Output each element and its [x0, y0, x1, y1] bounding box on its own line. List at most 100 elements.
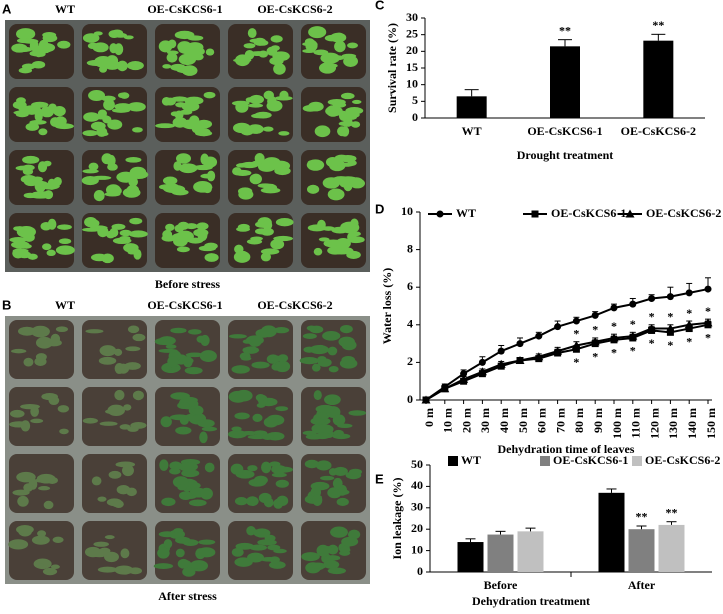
leaf: [200, 487, 213, 500]
marker: [571, 340, 581, 349]
y-tick-label: 8: [407, 241, 413, 255]
y-tick-label: 0: [412, 110, 418, 124]
leaf: [43, 500, 54, 510]
bar: [658, 524, 685, 572]
leaf: [341, 355, 356, 364]
leaf: [16, 471, 36, 483]
leaf: [8, 539, 29, 550]
y-tick-label: 0: [407, 392, 413, 406]
leaf: [205, 48, 215, 56]
leaf: [122, 187, 141, 198]
significance: **: [636, 510, 648, 524]
leaf: [178, 163, 198, 174]
marker: [515, 356, 525, 365]
x-tick-label: 10 m: [441, 408, 455, 433]
leaf: [247, 28, 257, 39]
leaf: [47, 218, 57, 230]
leaf: [235, 163, 248, 168]
leaf: [99, 345, 117, 357]
leaf: [157, 547, 170, 559]
leaf: [177, 558, 190, 569]
leaf: [153, 563, 174, 569]
leaf: [330, 32, 347, 43]
leaf: [99, 421, 118, 426]
leaf: [320, 475, 335, 481]
x-tick-label: 100 m: [610, 408, 624, 439]
legend-swatch: [448, 456, 458, 466]
leaf: [263, 183, 278, 192]
leaf: [260, 227, 274, 236]
leaf: [196, 222, 209, 230]
leaf: [254, 153, 265, 164]
leaf: [82, 33, 100, 43]
leaf: [37, 530, 47, 538]
leaf: [103, 99, 115, 111]
x-tick-label: 150 m: [704, 408, 718, 439]
leaf: [125, 157, 142, 163]
leaf: [30, 325, 50, 338]
leaf: [337, 162, 354, 167]
leaf: [314, 125, 331, 138]
marker: [534, 352, 544, 361]
leaf: [120, 548, 130, 559]
leaf: [107, 404, 125, 416]
leaf: [204, 242, 218, 250]
leaf: [113, 348, 123, 356]
leaf: [99, 65, 108, 73]
leaf: [333, 466, 348, 477]
leaf: [269, 556, 280, 564]
photo-label: OE-CsKCS6-2: [257, 298, 332, 312]
leaf: [231, 365, 250, 374]
leaf: [179, 491, 193, 500]
leaf: [238, 189, 254, 200]
leaf: [178, 462, 198, 472]
bar: [598, 492, 625, 572]
leaf: [82, 130, 98, 137]
leaf: [332, 477, 343, 490]
leaf: [166, 52, 178, 63]
leaf: [250, 236, 263, 241]
leaf: [263, 497, 274, 508]
leaf: [184, 96, 204, 105]
leaf: [176, 246, 190, 253]
x-tick-label: 0 m: [422, 408, 436, 427]
marker: [648, 294, 656, 302]
leaf: [10, 409, 25, 418]
leaf: [247, 465, 258, 472]
leaf: [81, 175, 99, 186]
leaf: [93, 541, 109, 547]
leaf: [203, 156, 218, 168]
marker: [478, 358, 486, 366]
leaf: [261, 461, 272, 474]
x-tick-label: OE-CsKCS6-1: [527, 124, 602, 138]
leaf: [339, 546, 351, 554]
leaf: [343, 55, 358, 67]
leaf: [34, 357, 47, 366]
leaf: [339, 154, 357, 163]
leaf: [327, 346, 338, 356]
leaf: [119, 92, 130, 99]
marker: [460, 370, 468, 378]
legend-label: WT: [456, 206, 476, 220]
leaf: [108, 470, 122, 479]
leaf: [275, 218, 294, 227]
leaf: [55, 326, 68, 333]
leaf: [302, 48, 316, 54]
leaf: [267, 355, 284, 362]
leaf: [116, 485, 131, 495]
leaf: [20, 175, 37, 184]
leaf: [196, 335, 206, 343]
leaf: [201, 426, 218, 432]
x-axis-label: Drought treatment: [517, 148, 614, 162]
leaf: [347, 232, 357, 242]
bar: [457, 542, 484, 572]
marker: [572, 345, 580, 353]
leaf: [50, 333, 61, 344]
leaf: [86, 219, 100, 228]
legend-swatch: [632, 456, 642, 466]
leaf: [38, 128, 48, 136]
leaf: [313, 390, 322, 401]
leaf: [101, 253, 114, 264]
leaf: [270, 239, 285, 250]
leaf: [318, 237, 330, 242]
